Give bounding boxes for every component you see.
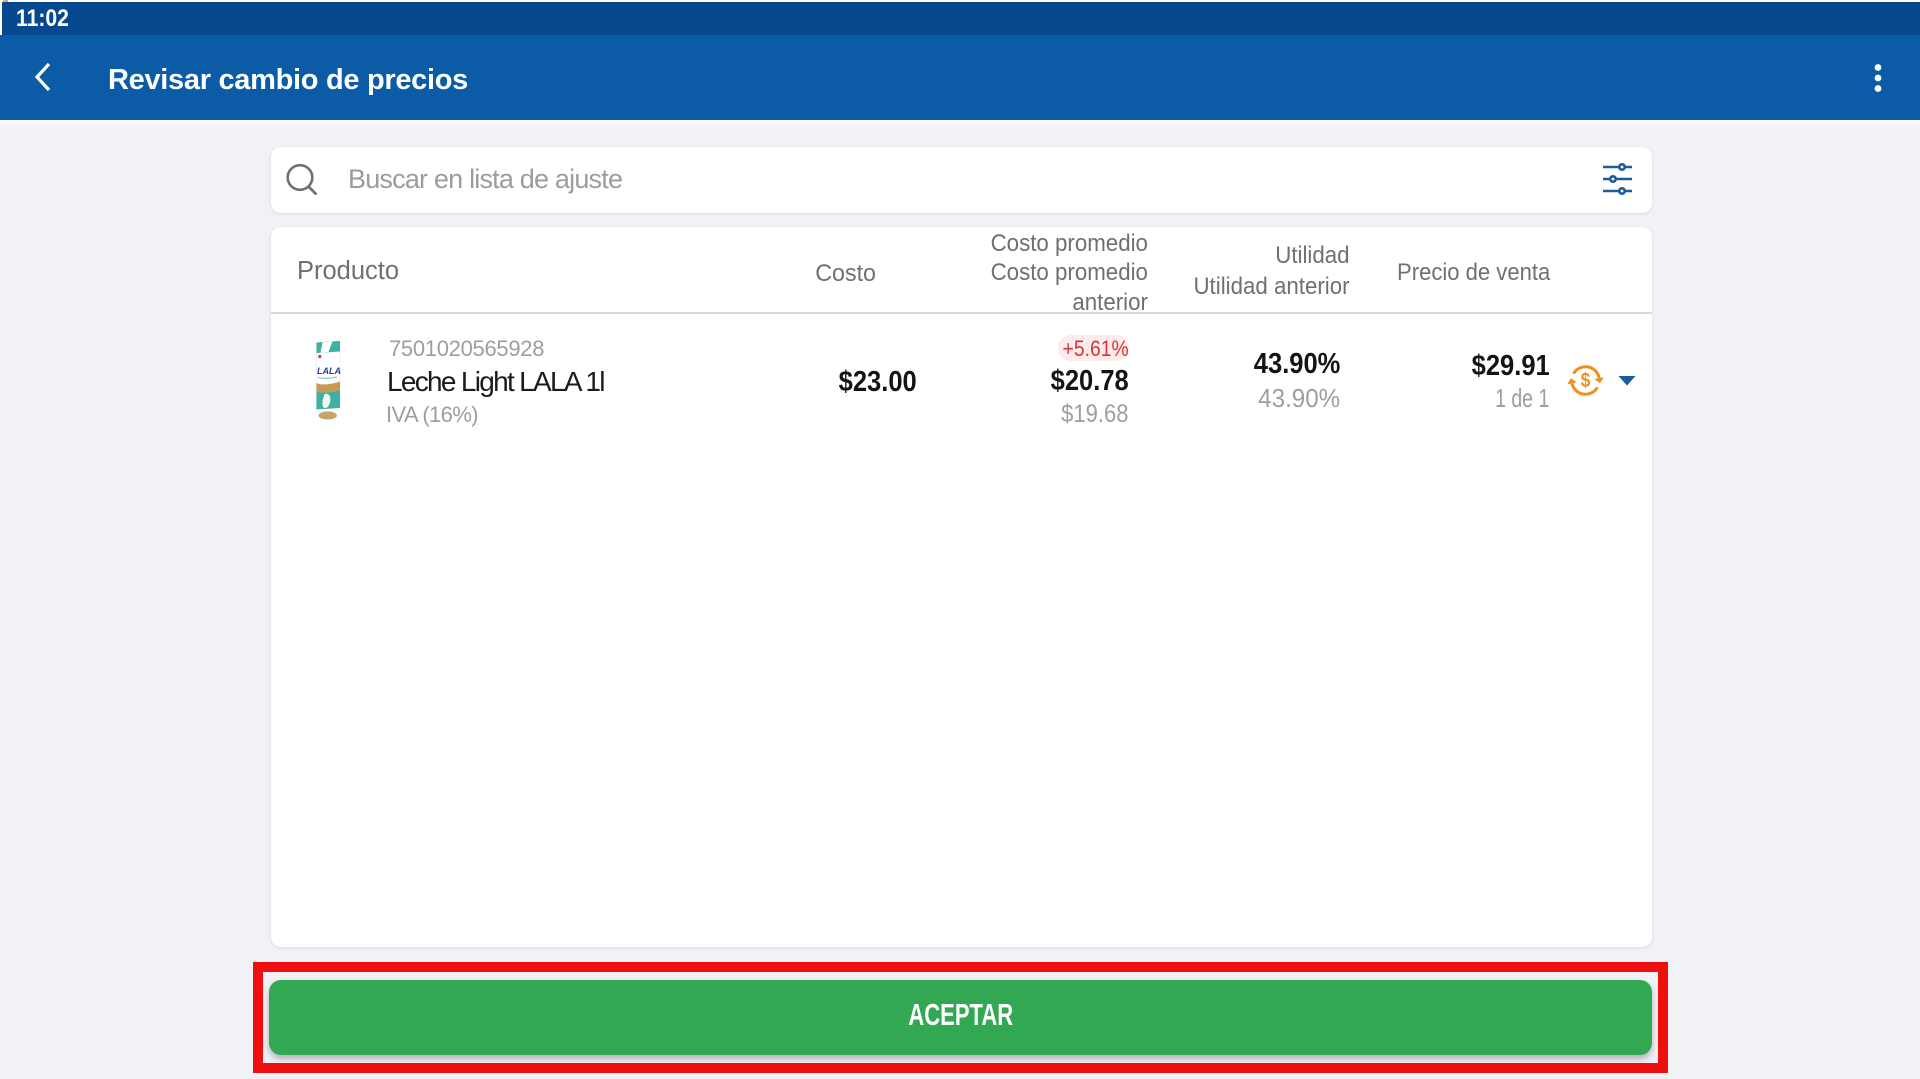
svg-text:LALA: LALA xyxy=(317,366,341,376)
svg-text:$: $ xyxy=(1581,370,1591,393)
